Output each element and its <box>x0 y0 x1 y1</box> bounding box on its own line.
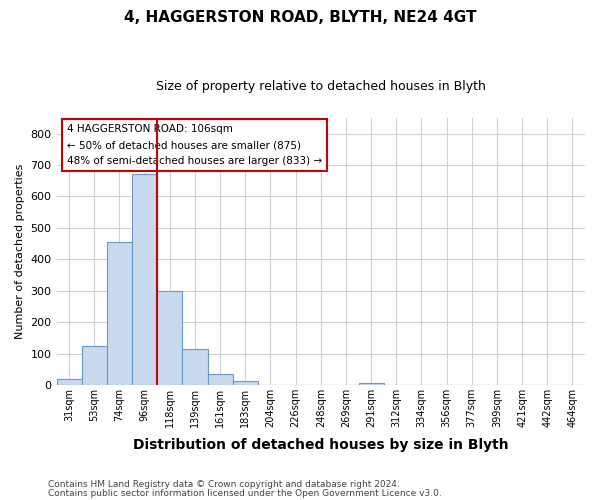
Bar <box>233 382 258 385</box>
Bar <box>56 379 82 385</box>
Bar <box>359 382 383 385</box>
Bar <box>82 346 107 385</box>
Bar <box>208 374 233 385</box>
Y-axis label: Number of detached properties: Number of detached properties <box>15 164 25 339</box>
Bar <box>132 174 157 385</box>
Text: 4 HAGGERSTON ROAD: 106sqm
← 50% of detached houses are smaller (875)
48% of semi: 4 HAGGERSTON ROAD: 106sqm ← 50% of detac… <box>67 124 322 166</box>
Text: Contains public sector information licensed under the Open Government Licence v3: Contains public sector information licen… <box>48 490 442 498</box>
Title: Size of property relative to detached houses in Blyth: Size of property relative to detached ho… <box>156 80 486 93</box>
X-axis label: Distribution of detached houses by size in Blyth: Distribution of detached houses by size … <box>133 438 509 452</box>
Text: Contains HM Land Registry data © Crown copyright and database right 2024.: Contains HM Land Registry data © Crown c… <box>48 480 400 489</box>
Bar <box>107 242 132 385</box>
Bar <box>157 291 182 385</box>
Bar <box>182 349 208 385</box>
Text: 4, HAGGERSTON ROAD, BLYTH, NE24 4GT: 4, HAGGERSTON ROAD, BLYTH, NE24 4GT <box>124 10 476 25</box>
